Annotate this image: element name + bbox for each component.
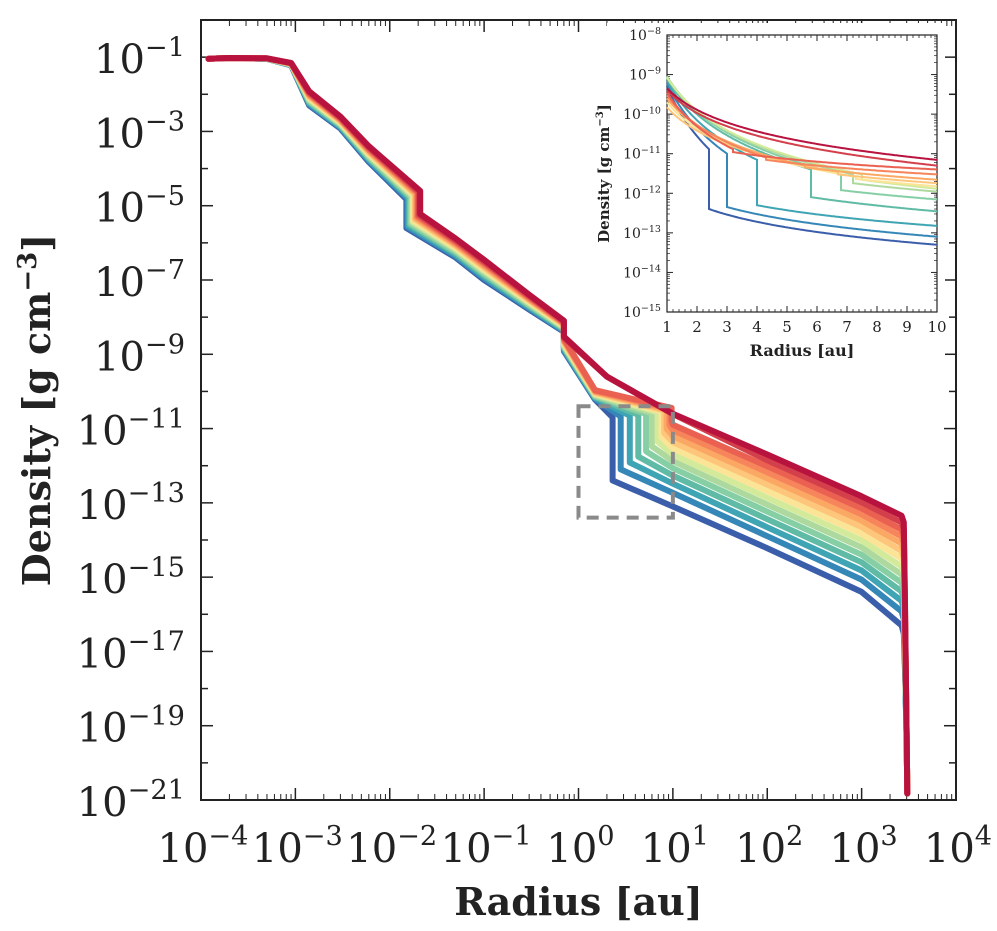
inset-x-tick-label: 1	[662, 318, 672, 336]
inset-y-tick-label: 10−9	[629, 66, 661, 84]
inset-y-tick-label: 10−12	[623, 184, 661, 202]
inset-x-tick-label: 8	[872, 318, 882, 336]
x-tick-label: 103	[830, 821, 898, 872]
inset-series-line-1	[666, 86, 938, 246]
x-tick-label: 100	[546, 821, 614, 872]
y-tick-label: 10−19	[77, 701, 185, 752]
inset-series-line-14	[666, 87, 938, 161]
inset-x-tick-label: 10	[927, 318, 946, 336]
inset-x-tick-label: 4	[752, 318, 762, 336]
y-tick-label: 10−9	[94, 329, 185, 380]
main-plot: 10−4 10−3 10−2 10−1 100 101 102 103 10410−110−31…	[13, 19, 992, 924]
inset-series-line-3	[666, 80, 938, 227]
inset-series-line-2	[666, 82, 938, 238]
series-line-14	[205, 55, 911, 797]
x-tick-label: 10−1	[441, 821, 532, 872]
inset-y-tick-label: 10−10	[623, 105, 661, 123]
x-tick-label: 10−3	[252, 821, 343, 872]
y-tick-label: 10−7	[94, 255, 185, 306]
x-tick-label: 102	[735, 821, 803, 872]
y-tick-label: 10−13	[77, 478, 185, 529]
y-tick-label: 10−3	[94, 107, 185, 158]
inset-x-tick-label: 6	[812, 318, 822, 336]
inset-y-tick-label: 10−13	[623, 224, 661, 242]
y-tick-label: 10−15	[77, 552, 185, 603]
inset-background	[607, 23, 945, 362]
inset-series-line-12	[666, 92, 938, 171]
inset-series-line-11	[666, 94, 938, 176]
y-tick-label: 10−1	[94, 32, 185, 83]
inset-x-axis-title: Radius [au]	[750, 341, 855, 360]
x-tick-label: 10−4	[158, 821, 249, 872]
inset-x-tick-label: 9	[902, 318, 912, 336]
zoom-box	[576, 404, 675, 520]
inset-x-tick-label: 3	[722, 318, 732, 336]
y-axis-title: Density [g cm−3]	[13, 234, 59, 586]
inset-x-tick-label: 7	[842, 318, 852, 336]
inset-y-tick-label: 10−15	[623, 303, 661, 321]
y-tick-label: 10−17	[77, 627, 185, 678]
inset-x-tick-label: 5	[782, 318, 792, 336]
y-tick-label: 10−5	[94, 181, 185, 232]
x-tick-label: 104	[924, 821, 992, 872]
x-axis-title: Radius [au]	[454, 879, 703, 924]
inset-y-tick-label: 10−11	[623, 145, 661, 163]
x-tick-label: 10−2	[346, 821, 437, 872]
y-tick-label: 10−11	[77, 404, 185, 455]
y-tick-label: 10−21	[77, 775, 185, 826]
inset-y-tick-label: 10−14	[623, 264, 661, 282]
inset-y-tick-label: 10−8	[629, 26, 661, 44]
inset-plot: 1 2 3 4 5 6 7 8 9 10 10−8 10−9 10−10 10−11 10−12 10−13 1…	[595, 23, 947, 362]
inset-x-tick-label: 2	[692, 318, 702, 336]
inset-y-axis-title: Density [g cm−3]	[595, 104, 613, 243]
x-tick-label: 101	[641, 821, 709, 872]
inset-series-line-13	[666, 89, 938, 167]
